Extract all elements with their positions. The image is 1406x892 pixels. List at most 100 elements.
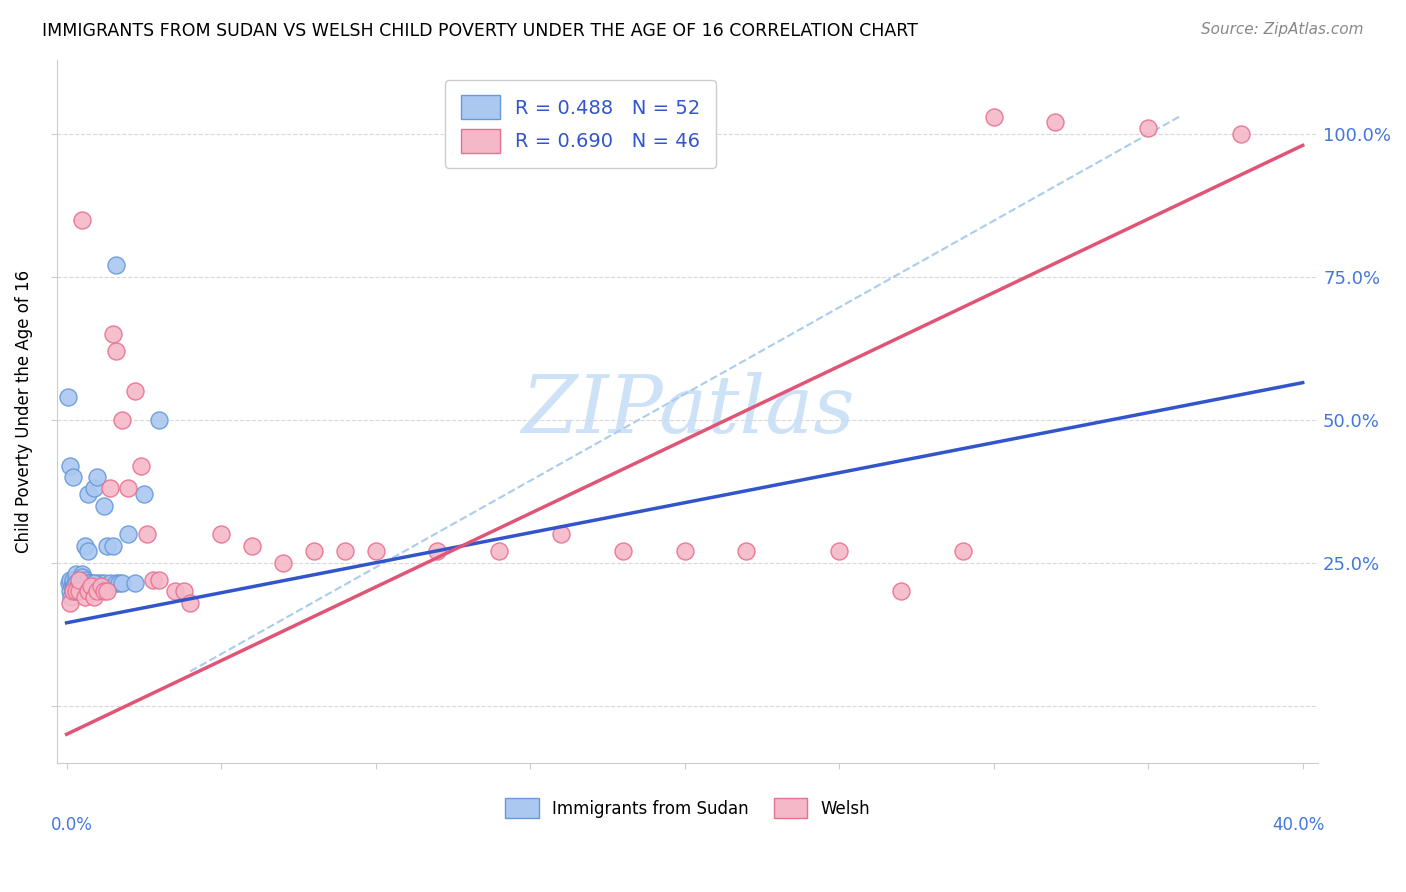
Point — [83, 575, 105, 590]
Point — [105, 344, 128, 359]
Point — [83, 590, 105, 604]
Point — [67, 584, 90, 599]
Point — [828, 544, 851, 558]
Point — [66, 575, 89, 590]
Point — [550, 527, 572, 541]
Point — [98, 575, 121, 590]
Point — [67, 575, 90, 590]
Point — [56, 390, 79, 404]
Point — [124, 575, 146, 590]
Point — [62, 575, 84, 590]
Point — [86, 575, 108, 590]
Text: IMMIGRANTS FROM SUDAN VS WELSH CHILD POVERTY UNDER THE AGE OF 16 CORRELATION CHA: IMMIGRANTS FROM SUDAN VS WELSH CHILD POV… — [42, 22, 918, 40]
Point — [60, 590, 83, 604]
Point — [1045, 115, 1067, 129]
Point — [77, 575, 100, 590]
Point — [108, 575, 131, 590]
Point — [77, 575, 100, 590]
Point — [117, 527, 139, 541]
Point — [1230, 127, 1253, 141]
Point — [890, 584, 912, 599]
Point — [673, 544, 696, 558]
Point — [179, 596, 201, 610]
Point — [111, 413, 134, 427]
Point — [105, 259, 128, 273]
Point — [98, 482, 121, 496]
Text: 40.0%: 40.0% — [1272, 815, 1324, 834]
Point — [96, 539, 118, 553]
Point — [93, 499, 115, 513]
Point — [124, 384, 146, 399]
Point — [735, 544, 758, 558]
Point — [240, 539, 263, 553]
Point — [65, 573, 87, 587]
Point — [93, 575, 115, 590]
Point — [65, 584, 87, 599]
Point — [983, 110, 1005, 124]
Point — [90, 579, 112, 593]
Point — [59, 573, 82, 587]
Point — [129, 458, 152, 473]
Point — [77, 584, 100, 599]
Point — [75, 575, 97, 590]
Point — [333, 544, 356, 558]
Y-axis label: Child Poverty Under the Age of 16: Child Poverty Under the Age of 16 — [15, 269, 32, 553]
Point — [80, 579, 103, 593]
Point — [173, 584, 195, 599]
Point — [63, 579, 86, 593]
Point — [62, 584, 84, 599]
Text: Source: ZipAtlas.com: Source: ZipAtlas.com — [1201, 22, 1364, 37]
Point — [75, 573, 97, 587]
Point — [101, 539, 124, 553]
Point — [302, 544, 325, 558]
Point — [75, 590, 97, 604]
Point — [86, 470, 108, 484]
Point — [488, 544, 510, 558]
Point — [70, 567, 93, 582]
Point — [67, 573, 90, 587]
Point — [80, 575, 103, 590]
Point — [62, 573, 84, 587]
Point — [90, 575, 112, 590]
Point — [59, 458, 82, 473]
Point — [364, 544, 387, 558]
Point — [83, 482, 105, 496]
Point — [148, 413, 170, 427]
Point — [77, 544, 100, 558]
Point — [1137, 121, 1160, 136]
Point — [132, 487, 155, 501]
Point — [65, 575, 87, 590]
Point — [86, 584, 108, 599]
Point — [612, 544, 634, 558]
Point — [209, 527, 232, 541]
Point — [148, 573, 170, 587]
Point — [93, 584, 115, 599]
Text: ZIPatlas: ZIPatlas — [522, 373, 855, 450]
Point — [101, 326, 124, 341]
Point — [65, 584, 87, 599]
Point — [105, 575, 128, 590]
Point — [70, 570, 93, 584]
Point — [62, 470, 84, 484]
Point — [163, 584, 186, 599]
Point — [58, 575, 80, 590]
Point — [69, 579, 91, 593]
Point — [67, 573, 90, 587]
Point — [77, 487, 100, 501]
Point — [80, 575, 103, 590]
Point — [75, 539, 97, 553]
Point — [62, 584, 84, 599]
Point — [952, 544, 974, 558]
Legend: Immigrants from Sudan, Welsh: Immigrants from Sudan, Welsh — [499, 791, 877, 825]
Point — [59, 596, 82, 610]
Point — [70, 575, 93, 590]
Point — [111, 575, 134, 590]
Point — [70, 575, 93, 590]
Point — [67, 575, 90, 590]
Text: 0.0%: 0.0% — [51, 815, 93, 834]
Point — [142, 573, 165, 587]
Point — [135, 527, 157, 541]
Point — [117, 482, 139, 496]
Point — [65, 567, 87, 582]
Point — [60, 579, 83, 593]
